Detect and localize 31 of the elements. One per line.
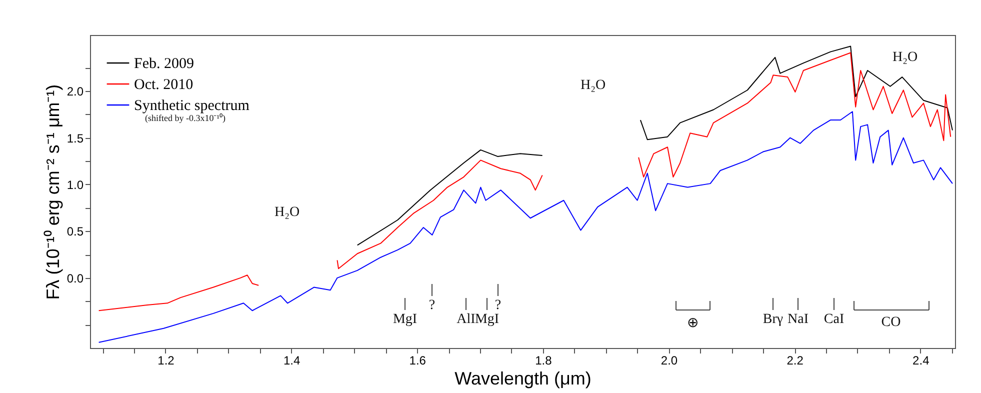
annotation: ⊕ (687, 316, 699, 331)
annotation: NaI (788, 312, 809, 327)
annotation: (shifted by -0.3x10⁻¹⁰) (145, 113, 226, 123)
x-tick-label: 1.4 (283, 354, 300, 368)
annotation: H₂O (892, 50, 918, 65)
annotation: CaI (824, 312, 844, 327)
legend-label: Oct. 2010 (134, 77, 194, 93)
x-tick-label: 1.2 (158, 354, 175, 368)
y-tick-label: 0.0 (66, 271, 84, 286)
x-tick-label: 1.8 (535, 354, 552, 368)
x-tick-label: 2.0 (660, 354, 678, 368)
x-tick-label: 2.4 (912, 354, 930, 368)
annotation: AlI (456, 312, 476, 327)
annotation: CO (881, 315, 901, 330)
annotation: H₂O (580, 78, 606, 93)
annotation: Brγ (762, 312, 784, 327)
y-tick-label: 0.5 (66, 224, 84, 239)
legend-label: Synthetic spectrum (134, 98, 250, 114)
annotation: ? (428, 298, 436, 313)
annotation: MgI (392, 312, 418, 327)
x-tick-label: 2.2 (786, 354, 804, 368)
x-tick-label: 1.6 (409, 354, 426, 368)
annotation: ? (494, 298, 502, 313)
x-axis-title: Wavelength (μm) (454, 368, 592, 388)
y-tick-label: 1.5 (66, 131, 84, 146)
y-tick-label: 1.0 (66, 178, 84, 192)
annotation: MgI (474, 312, 500, 327)
annotation: H₂O (274, 205, 300, 220)
y-axis-title: Fλ (10⁻¹⁰ erg cm⁻² s⁻¹ μm⁻¹) (42, 84, 63, 300)
y-tick-label: 2.0 (66, 84, 84, 99)
legend-label: Feb. 2009 (134, 56, 194, 72)
